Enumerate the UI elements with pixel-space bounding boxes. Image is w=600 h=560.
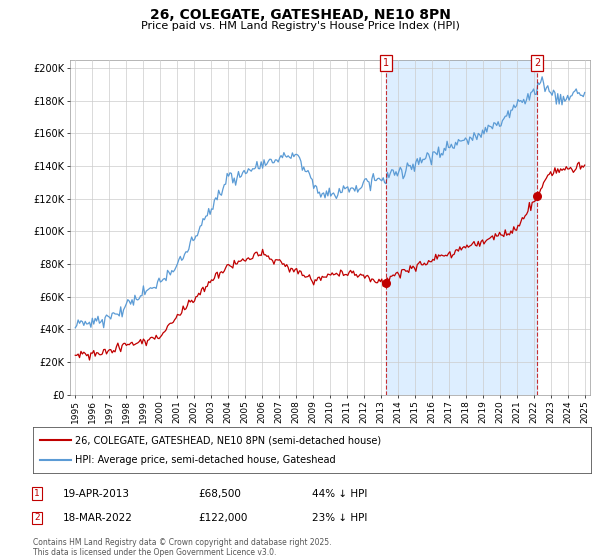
Text: 19-APR-2013: 19-APR-2013	[63, 489, 130, 499]
Point	[381, 278, 391, 287]
Point	[533, 191, 542, 200]
Text: HPI: Average price, semi-detached house, Gateshead: HPI: Average price, semi-detached house,…	[75, 455, 335, 465]
Text: 2: 2	[534, 58, 541, 68]
Text: £122,000: £122,000	[198, 513, 247, 523]
Text: 1: 1	[383, 58, 389, 68]
Text: 44% ↓ HPI: 44% ↓ HPI	[312, 489, 367, 499]
Text: Contains HM Land Registry data © Crown copyright and database right 2025.
This d: Contains HM Land Registry data © Crown c…	[33, 538, 331, 557]
Text: 26, COLEGATE, GATESHEAD, NE10 8PN (semi-detached house): 26, COLEGATE, GATESHEAD, NE10 8PN (semi-…	[75, 435, 381, 445]
Text: Price paid vs. HM Land Registry's House Price Index (HPI): Price paid vs. HM Land Registry's House …	[140, 21, 460, 31]
Text: 26, COLEGATE, GATESHEAD, NE10 8PN: 26, COLEGATE, GATESHEAD, NE10 8PN	[149, 8, 451, 22]
Bar	[386, 60, 538, 395]
Text: 18-MAR-2022: 18-MAR-2022	[63, 513, 133, 523]
Text: £68,500: £68,500	[198, 489, 241, 499]
Text: 2: 2	[34, 514, 40, 522]
Text: 1: 1	[34, 489, 40, 498]
Text: 23% ↓ HPI: 23% ↓ HPI	[312, 513, 367, 523]
